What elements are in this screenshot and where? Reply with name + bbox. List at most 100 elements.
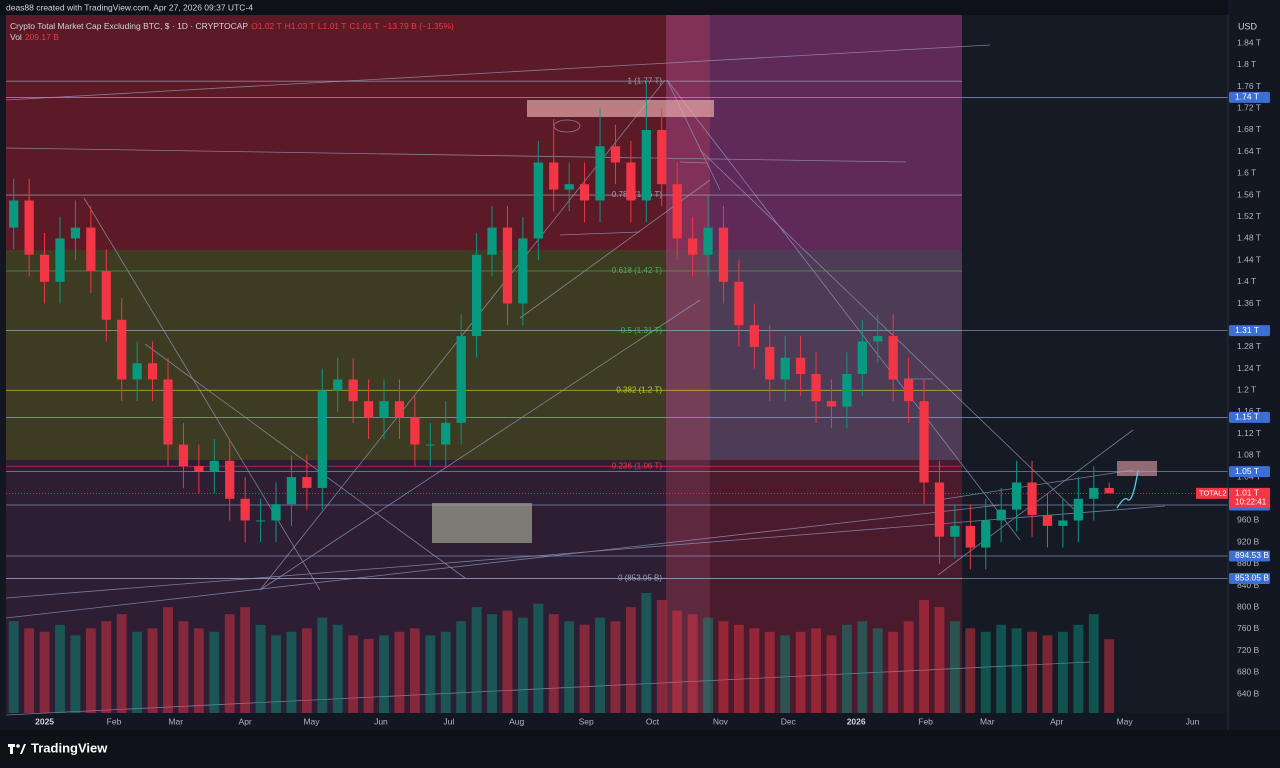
- box: [432, 503, 532, 543]
- candle-body: [888, 336, 898, 380]
- y-tick-label: 720 B: [1237, 645, 1260, 655]
- level-label: 853.05 B: [1235, 573, 1269, 583]
- x-tick-label: 2026: [847, 716, 866, 726]
- candle-body: [471, 254, 482, 337]
- candle-body: [1027, 482, 1037, 516]
- volume-bar: [749, 628, 760, 713]
- y-tick-label: 1.28 T: [1237, 341, 1261, 351]
- volume-bar: [811, 628, 821, 713]
- level-label: 894.53 B: [1235, 550, 1269, 560]
- logo: [8, 744, 26, 754]
- volume-bar: [286, 631, 297, 713]
- candle-body: [394, 401, 405, 418]
- fib-label: 0.786 (1.56 T): [612, 190, 662, 199]
- candle-body: [240, 498, 250, 521]
- volume-bar: [363, 638, 374, 713]
- volume-bar: [656, 600, 667, 713]
- zone: [6, 15, 962, 250]
- fib-label: 0.382 (1.2 T): [616, 385, 662, 394]
- candle-body: [579, 184, 590, 201]
- volume-bar: [996, 624, 1007, 713]
- candle-body: [687, 238, 698, 255]
- volume-title: Vol: [10, 32, 22, 42]
- x-tick-label: Oct: [646, 716, 660, 726]
- legend: Crypto Total Market Cap Excluding BTC, $…: [10, 21, 454, 43]
- volume-bar: [116, 614, 127, 713]
- candle-body: [1042, 515, 1053, 526]
- y-tick-label: 760 B: [1237, 623, 1260, 633]
- x-tick-label: Feb: [918, 716, 933, 726]
- x-tick-label: Jun: [1186, 716, 1200, 726]
- candle-body: [425, 444, 435, 446]
- candle-body: [795, 357, 806, 375]
- candle-body: [981, 520, 991, 548]
- x-tick-label: May: [303, 716, 320, 726]
- volume-bar: [132, 631, 143, 713]
- y-tick-label: 840 B: [1237, 580, 1260, 590]
- candle-body: [626, 162, 636, 201]
- candle-body: [703, 227, 713, 255]
- volume-bar: [240, 607, 251, 713]
- volume-bar: [579, 624, 590, 713]
- level-tag: [1229, 572, 1270, 584]
- x-tick-label: Jun: [374, 716, 388, 726]
- currency: USD: [1238, 21, 1258, 31]
- candle-body: [70, 227, 81, 239]
- x-tick-label: Nov: [713, 716, 729, 726]
- bottom-bar: [0, 730, 1280, 768]
- candle-body: [302, 477, 312, 488]
- volume-bar: [24, 628, 35, 713]
- candle-body: [780, 357, 790, 380]
- volume-bar: [764, 631, 775, 713]
- candle-body: [641, 129, 651, 201]
- level-label: 1.31 T: [1235, 325, 1259, 335]
- candle-body: [132, 363, 142, 380]
- candle-body: [379, 401, 389, 418]
- level-tag: [1229, 466, 1270, 478]
- candle-body: [1104, 487, 1114, 494]
- volume-bar: [1011, 628, 1022, 713]
- volume-bar: [1104, 639, 1115, 713]
- volume-bar: [795, 631, 806, 713]
- volume-bar: [625, 607, 636, 713]
- level-label: 1.05 T: [1235, 466, 1259, 476]
- candle-body: [657, 129, 667, 185]
- y-tick-label: 1.68 T: [1237, 124, 1261, 134]
- volume-bar: [903, 621, 914, 713]
- volume-bar: [85, 628, 96, 713]
- candle-body: [996, 509, 1006, 521]
- volume-bar: [703, 617, 713, 713]
- y-tick-label: 1.36 T: [1237, 298, 1261, 308]
- watermark: deas88 created with TradingView.com, Apr…: [6, 2, 253, 12]
- y-tick-label: 1.72 T: [1237, 103, 1261, 113]
- x-tick-label: Mar: [980, 716, 995, 726]
- y-tick-label: 1.44 T: [1237, 254, 1261, 264]
- candle-body: [487, 227, 497, 255]
- y-tick-label: 880 B: [1237, 558, 1260, 568]
- volume-bar: [332, 624, 343, 713]
- level-label: 1.15 T: [1235, 412, 1259, 422]
- ohlc: H1.03 T: [284, 21, 315, 31]
- y-tick-label: 1.08 T: [1237, 450, 1261, 460]
- volume-bar: [1042, 635, 1053, 713]
- y-tick-label: 1.2 T: [1237, 385, 1256, 395]
- x-tick-label: Sep: [579, 716, 594, 726]
- volume-bar: [548, 614, 559, 713]
- level-tag: [1229, 550, 1270, 562]
- candle-body: [564, 184, 574, 190]
- volume-bar: [949, 621, 960, 713]
- candle-body: [919, 401, 929, 483]
- x-tick-label: Mar: [168, 716, 183, 726]
- candle-body: [734, 281, 744, 326]
- candle-body: [55, 238, 65, 282]
- candle-body: [857, 341, 867, 375]
- volume-bar: [471, 607, 482, 713]
- top-bar: [0, 0, 1280, 15]
- volume-bar: [517, 617, 528, 713]
- candle-body: [950, 525, 960, 537]
- y-tick-label: 1.52 T: [1237, 211, 1261, 221]
- volume-bar: [780, 635, 791, 713]
- volume-bar: [1073, 624, 1084, 713]
